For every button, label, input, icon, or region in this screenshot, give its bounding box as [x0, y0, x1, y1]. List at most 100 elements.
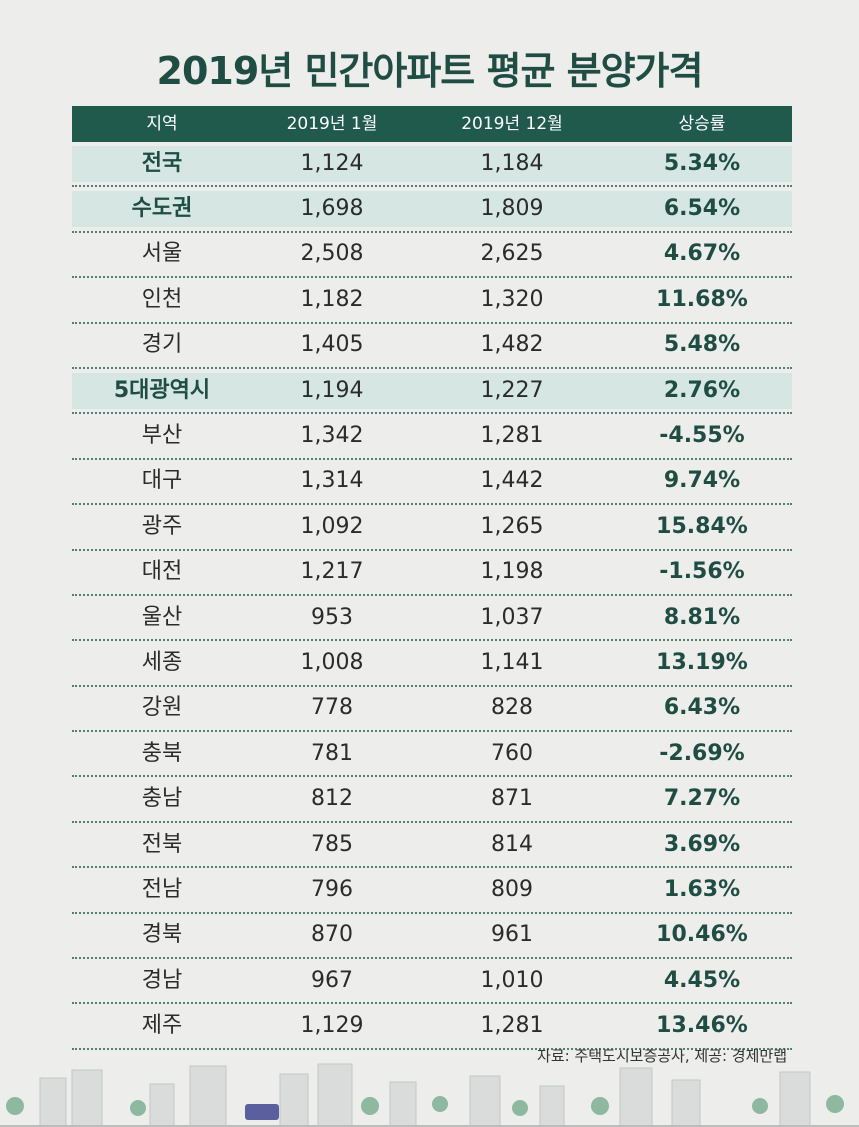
table-row: 5대광역시 1,194 1,227 2.76% [72, 369, 792, 415]
region-cell: 수도권 [72, 191, 252, 228]
table-row: 전국 1,124 1,184 5.34% [72, 142, 792, 188]
region-cell: 대전 [141, 559, 183, 585]
header-jan: 2019년 1월 [286, 114, 378, 134]
table-row: 서울 2,508 2,625 4.67% [72, 233, 792, 279]
table-row: 제주 1,129 1,281 13.46% [72, 1004, 792, 1050]
region-cell: 강원 [141, 695, 183, 721]
dec-price-cell: 1,482 [480, 332, 544, 358]
table-row: 경남 967 1,010 4.45% [72, 959, 792, 1005]
table-row: 충남 812 871 7.27% [72, 777, 792, 823]
table-body: 전국 1,124 1,184 5.34% 수도권 1,698 1,809 6.54% 서울 2,5… [72, 142, 792, 1050]
dec-price-cell: 1,281 [480, 423, 544, 449]
rate-cell: -1.56% [659, 559, 745, 585]
region-cell: 전북 [141, 831, 183, 857]
dec-price-cell: 1,227 [412, 372, 612, 409]
skyline-illustration [0, 1063, 859, 1127]
rate-cell: 1.63% [663, 876, 741, 902]
rate-cell: 5.34% [612, 145, 792, 182]
table-row: 전남 796 809 1.63% [72, 868, 792, 914]
region-cell: 인천 [141, 286, 183, 312]
table-row: 경북 870 961 10.46% [72, 914, 792, 960]
table-row: 강원 778 828 6.43% [72, 687, 792, 733]
jan-price-cell: 2,508 [300, 241, 364, 267]
region-cell: 충남 [141, 786, 183, 812]
dec-price-cell: 1,184 [412, 145, 612, 182]
rate-cell: 13.46% [656, 1013, 748, 1039]
jan-price-cell: 1,008 [300, 649, 364, 675]
region-cell: 울산 [141, 604, 183, 630]
region-cell: 세종 [141, 649, 183, 675]
region-cell: 경기 [141, 332, 183, 358]
rate-cell: 4.67% [663, 241, 741, 267]
rate-cell: 6.54% [612, 191, 792, 228]
region-cell: 서울 [141, 241, 183, 267]
jan-price-cell: 1,405 [300, 332, 364, 358]
price-table: 지역 2019년 1월 2019년 12월 상승률 전국 1,124 1,184 5.… [72, 106, 792, 1050]
rate-cell: 7.27% [663, 786, 741, 812]
region-cell: 광주 [141, 513, 183, 539]
jan-price-cell: 967 [311, 967, 353, 993]
jan-price-cell: 1,182 [300, 286, 364, 312]
table-row: 수도권 1,698 1,809 6.54% [72, 187, 792, 233]
jan-price-cell: 781 [311, 740, 353, 766]
table-row: 대구 1,314 1,442 9.74% [72, 460, 792, 506]
table-row: 충북 781 760 -2.69% [72, 732, 792, 778]
jan-price-cell: 796 [311, 876, 353, 902]
jan-price-cell: 785 [311, 831, 353, 857]
region-cell: 대구 [141, 468, 183, 494]
dec-price-cell: 1,442 [480, 468, 544, 494]
dec-price-cell: 1,037 [480, 604, 544, 630]
header-dec: 2019년 12월 [461, 114, 563, 134]
jan-price-cell: 953 [311, 604, 353, 630]
region-cell: 5대광역시 [72, 372, 252, 409]
page-title: 2019년 민간아파트 평균 분양가격 [156, 49, 704, 93]
region-cell: 충북 [141, 740, 183, 766]
dec-price-cell: 2,625 [480, 241, 544, 267]
table-row: 광주 1,092 1,265 15.84% [72, 505, 792, 551]
rate-cell: -2.69% [659, 740, 745, 766]
table-row: 대전 1,217 1,198 -1.56% [72, 551, 792, 596]
region-cell: 전국 [72, 145, 252, 182]
dec-price-cell: 1,320 [480, 286, 544, 312]
dec-price-cell: 809 [491, 876, 533, 902]
region-cell: 전남 [141, 876, 183, 902]
region-cell: 경남 [141, 967, 183, 993]
dec-price-cell: 828 [491, 695, 533, 721]
rate-cell: 9.74% [663, 468, 741, 494]
jan-price-cell: 1,217 [300, 559, 364, 585]
header-rate: 상승률 [678, 114, 726, 134]
rate-cell: -4.55% [659, 423, 745, 449]
region-cell: 제주 [141, 1013, 183, 1039]
table-row: 울산 953 1,037 8.81% [72, 596, 792, 642]
rate-cell: 10.46% [656, 922, 748, 948]
rate-cell: 3.69% [663, 831, 741, 857]
jan-price-cell: 778 [311, 695, 353, 721]
jan-price-cell: 1,194 [252, 372, 412, 409]
dec-price-cell: 871 [491, 786, 533, 812]
jan-price-cell: 1,124 [252, 145, 412, 182]
region-cell: 경북 [141, 922, 183, 948]
dec-price-cell: 1,010 [480, 967, 544, 993]
rate-cell: 6.43% [663, 695, 741, 721]
rate-cell: 15.84% [656, 513, 748, 539]
dec-price-cell: 961 [491, 922, 533, 948]
header-region: 지역 [146, 114, 178, 134]
dec-price-cell: 760 [491, 740, 533, 766]
jan-price-cell: 1,092 [300, 513, 364, 539]
dec-price-cell: 1,198 [480, 559, 544, 585]
jan-price-cell: 1,698 [252, 191, 412, 228]
rate-cell: 5.48% [663, 332, 741, 358]
source-note: 자료: 주택도시보증공사, 제공: 경제만랩 [537, 1047, 787, 1065]
rate-cell: 8.81% [663, 604, 741, 630]
table-header: 지역 2019년 1월 2019년 12월 상승률 [72, 106, 792, 142]
dec-price-cell: 1,265 [480, 513, 544, 539]
jan-price-cell: 1,129 [300, 1013, 364, 1039]
table-row: 인천 1,182 1,320 11.68% [72, 278, 792, 324]
rate-cell: 13.19% [656, 649, 748, 675]
table-row: 부산 1,342 1,281 -4.55% [72, 414, 792, 460]
dec-price-cell: 1,281 [480, 1013, 544, 1039]
jan-price-cell: 1,342 [300, 423, 364, 449]
dec-price-cell: 1,141 [480, 649, 544, 675]
region-cell: 부산 [141, 423, 183, 449]
jan-price-cell: 870 [311, 922, 353, 948]
